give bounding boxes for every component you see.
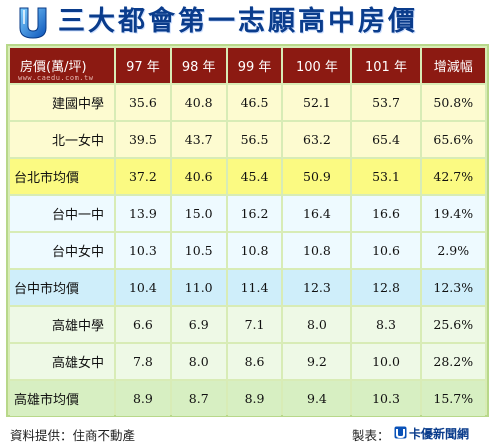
header-cell-change: 增減幅 xyxy=(421,48,485,83)
header-cell-97: 97 年 xyxy=(116,48,170,83)
value-cell: 43.7 xyxy=(171,122,226,157)
change-cell: 28.2% xyxy=(421,344,485,379)
row-name: 北一女中 xyxy=(10,122,114,157)
row-name: 建國中學 xyxy=(10,85,114,120)
value-cell: 7.1 xyxy=(227,307,282,342)
table-row-average: 高雄市均價 8.9 8.7 8.9 9.4 10.3 15.7% xyxy=(10,381,485,416)
brand-icon xyxy=(394,426,407,439)
table-row: 北一女中 39.5 43.7 56.5 63.2 65.4 65.6% xyxy=(10,122,485,157)
value-cell: 10.3 xyxy=(352,381,420,416)
value-cell: 50.9 xyxy=(283,159,351,194)
value-cell: 53.7 xyxy=(352,85,420,120)
row-name: 台中一中 xyxy=(10,196,114,231)
change-cell: 2.9% xyxy=(421,233,485,268)
change-cell: 15.7% xyxy=(421,381,485,416)
value-cell: 10.8 xyxy=(227,233,282,268)
value-cell: 35.6 xyxy=(116,85,170,120)
change-cell: 25.6% xyxy=(421,307,485,342)
change-cell: 12.3% xyxy=(421,270,485,305)
header-cell-100: 100 年 xyxy=(283,48,351,83)
title-bar: 三大都會第一志願高中房價 xyxy=(0,0,495,44)
made-by-label: 製表： xyxy=(352,428,390,443)
row-name: 高雄女中 xyxy=(10,344,114,379)
table-row: 高雄中學 6.6 6.9 7.1 8.0 8.3 25.6% xyxy=(10,307,485,342)
value-cell: 45.4 xyxy=(227,159,282,194)
row-name: 台中市均價 xyxy=(10,270,114,305)
brand-logo-icon xyxy=(19,7,47,39)
value-cell: 40.8 xyxy=(171,85,226,120)
change-cell: 50.8% xyxy=(421,85,485,120)
value-cell: 10.5 xyxy=(171,233,226,268)
value-cell: 10.0 xyxy=(352,344,420,379)
value-cell: 10.4 xyxy=(116,270,170,305)
table-row-average: 台北市均價 37.2 40.6 45.4 50.9 53.1 42.7% xyxy=(10,159,485,194)
header-cell-101: 101 年 xyxy=(352,48,420,83)
value-cell: 11.4 xyxy=(227,270,282,305)
table-row: 台中女中 10.3 10.5 10.8 10.8 10.6 2.9% xyxy=(10,233,485,268)
header-cell-98: 98 年 xyxy=(171,48,226,83)
value-cell: 8.9 xyxy=(227,381,282,416)
header-cell-unit: 房價(萬/坪) www.caedu.com.tw xyxy=(10,48,114,83)
value-cell: 6.6 xyxy=(116,307,170,342)
value-cell: 8.7 xyxy=(171,381,226,416)
value-cell: 12.8 xyxy=(352,270,420,305)
value-cell: 52.1 xyxy=(283,85,351,120)
value-cell: 8.0 xyxy=(283,307,351,342)
value-cell: 16.4 xyxy=(283,196,351,231)
table-row: 高雄女中 7.8 8.0 8.6 9.2 10.0 28.2% xyxy=(10,344,485,379)
value-cell: 9.2 xyxy=(283,344,351,379)
header-cell-99: 99 年 xyxy=(227,48,282,83)
value-cell: 8.6 xyxy=(227,344,282,379)
value-cell: 63.2 xyxy=(283,122,351,157)
value-cell: 16.6 xyxy=(352,196,420,231)
value-cell: 15.0 xyxy=(171,196,226,231)
change-cell: 19.4% xyxy=(421,196,485,231)
data-source: 資料提供：住商不動產 xyxy=(10,428,136,443)
header-label: 房價(萬/坪) xyxy=(20,60,87,75)
value-cell: 12.3 xyxy=(283,270,351,305)
value-cell: 10.8 xyxy=(283,233,351,268)
value-cell: 11.0 xyxy=(171,270,226,305)
change-cell: 65.6% xyxy=(421,122,485,157)
page-title: 三大都會第一志願高中房價 xyxy=(58,6,418,37)
value-cell: 53.1 xyxy=(352,159,420,194)
watermark: www.caedu.com.tw xyxy=(18,74,94,82)
table-header-row: 房價(萬/坪) www.caedu.com.tw 97 年 98 年 99 年 … xyxy=(10,48,485,83)
value-cell: 6.9 xyxy=(171,307,226,342)
value-cell: 8.3 xyxy=(352,307,420,342)
value-cell: 56.5 xyxy=(227,122,282,157)
brand-name: 卡優新聞網 xyxy=(409,427,470,441)
row-name: 台中女中 xyxy=(10,233,114,268)
value-cell: 13.9 xyxy=(116,196,170,231)
row-name: 台北市均價 xyxy=(10,159,114,194)
value-cell: 46.5 xyxy=(227,85,282,120)
value-cell: 37.2 xyxy=(116,159,170,194)
value-cell: 40.6 xyxy=(171,159,226,194)
table-row: 建國中學 35.6 40.8 46.5 52.1 53.7 50.8% xyxy=(10,85,485,120)
value-cell: 65.4 xyxy=(352,122,420,157)
change-cell: 42.7% xyxy=(421,159,485,194)
value-cell: 8.9 xyxy=(116,381,170,416)
value-cell: 10.6 xyxy=(352,233,420,268)
row-name: 高雄市均價 xyxy=(10,381,114,416)
row-name: 高雄中學 xyxy=(10,307,114,342)
table-row: 台中一中 13.9 15.0 16.2 16.4 16.6 19.4% xyxy=(10,196,485,231)
value-cell: 9.4 xyxy=(283,381,351,416)
value-cell: 7.8 xyxy=(116,344,170,379)
value-cell: 10.3 xyxy=(116,233,170,268)
value-cell: 16.2 xyxy=(227,196,282,231)
value-cell: 8.0 xyxy=(171,344,226,379)
table-row-average: 台中市均價 10.4 11.0 11.4 12.3 12.8 12.3% xyxy=(10,270,485,305)
value-cell: 39.5 xyxy=(116,122,170,157)
price-table: 房價(萬/坪) www.caedu.com.tw 97 年 98 年 99 年 … xyxy=(6,44,489,417)
